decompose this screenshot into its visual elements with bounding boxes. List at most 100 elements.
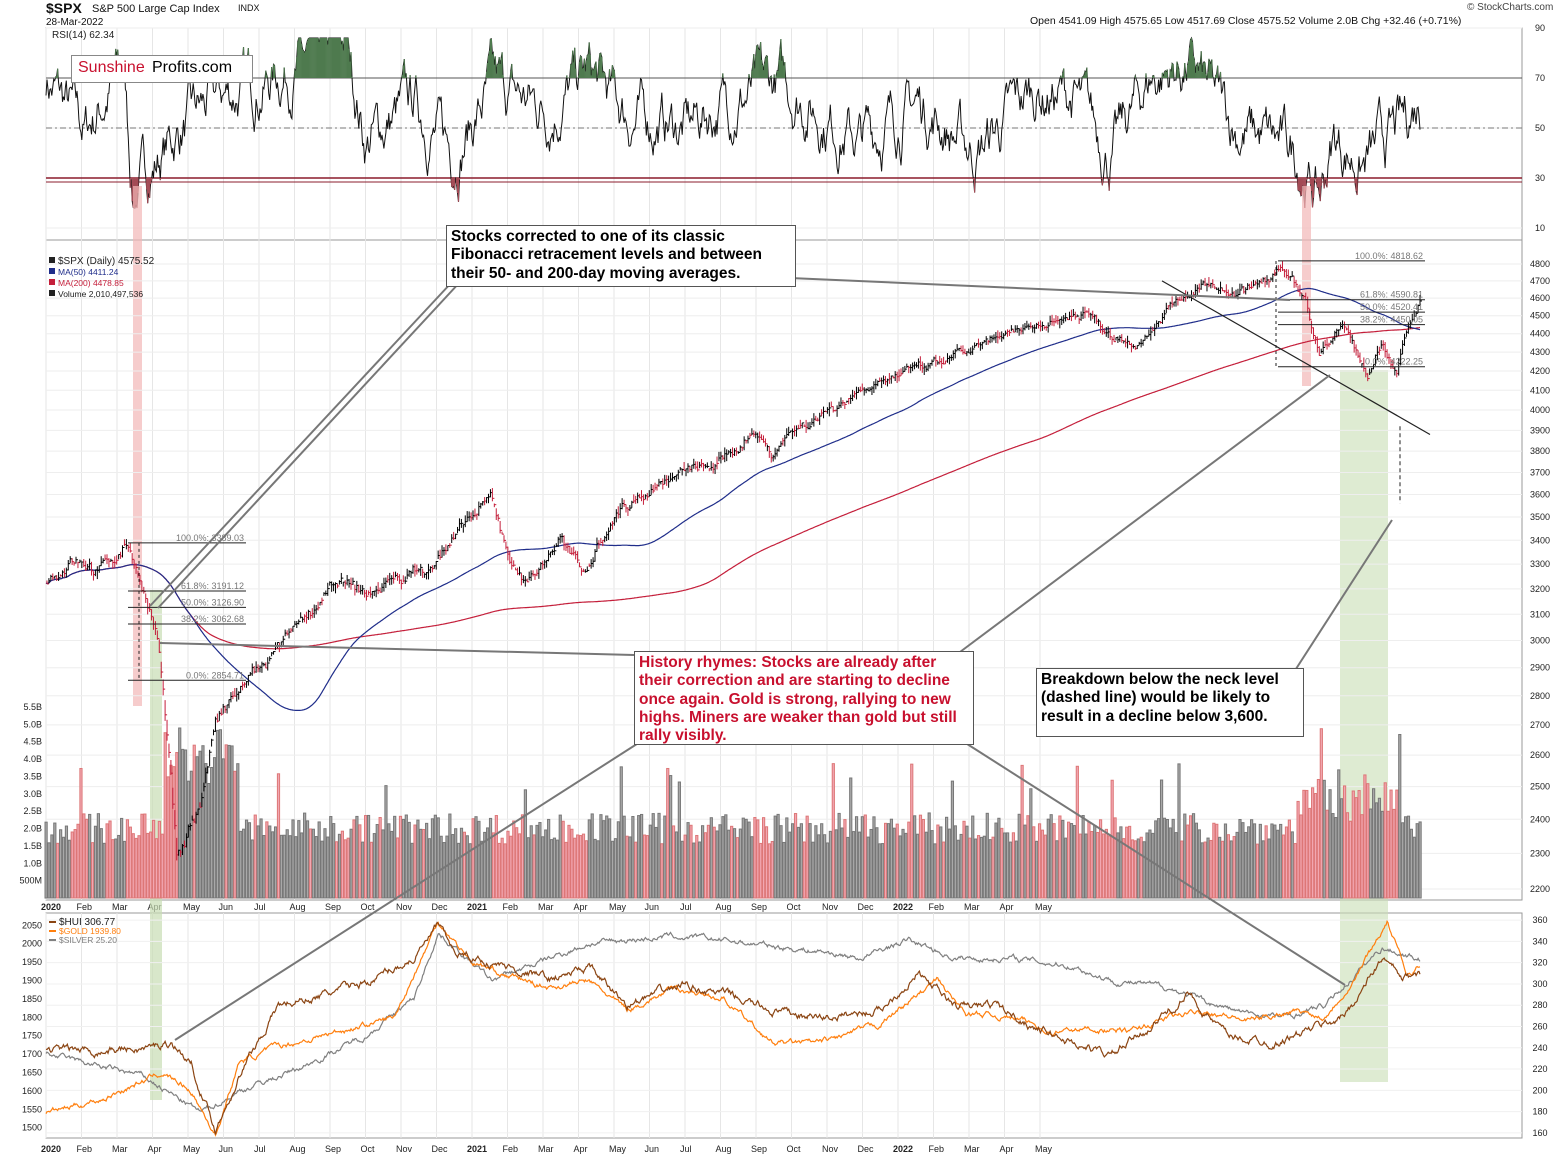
price-y-tick: 3000	[1530, 636, 1550, 646]
volume-bar	[393, 815, 397, 899]
month-tick-label: Dec	[858, 1144, 875, 1154]
volume-bar	[413, 824, 417, 899]
volume-bar	[988, 839, 992, 899]
history-callout-pointer	[159, 642, 635, 656]
volume-bar	[1372, 788, 1376, 899]
price-y-tick: 2900	[1530, 663, 1550, 673]
volume-bar	[64, 825, 69, 899]
volume-bar	[61, 836, 66, 899]
month-tick-label: 2021	[467, 902, 487, 912]
volume-bar	[608, 818, 612, 899]
volume-bar	[683, 834, 687, 899]
volume-bar	[686, 822, 690, 899]
month-tick-label: Mar	[112, 902, 128, 912]
month-tick-label: Aug	[716, 1144, 732, 1154]
metals-legend-text: $SILVER 25.20	[59, 935, 117, 945]
volume-bar	[1008, 841, 1013, 899]
fib-callout-pointer	[157, 281, 461, 609]
month-tick-label: Jun	[645, 1144, 660, 1154]
volume-bar	[979, 836, 984, 899]
volume-bar	[776, 813, 780, 899]
volume-bar	[1139, 836, 1143, 899]
volume-bar	[796, 826, 801, 899]
volume-bar	[1290, 831, 1294, 899]
volume-bar	[308, 828, 313, 899]
metals-left-tick: 1850	[22, 994, 42, 1004]
volume-bar	[404, 814, 408, 899]
volume-bar	[942, 841, 946, 899]
volume-bar	[259, 818, 263, 899]
price-y-tick: 4600	[1530, 293, 1550, 303]
metals-left-tick: 1800	[22, 1012, 42, 1022]
volume-bar	[311, 828, 315, 899]
month-tick-label: Jun	[219, 1144, 234, 1154]
volume-bar	[950, 780, 955, 899]
volume-bar	[547, 818, 551, 899]
price-y-tick: 4400	[1530, 329, 1550, 339]
volume-bar	[910, 763, 914, 899]
volume-bar	[866, 836, 870, 899]
volume-bar	[387, 823, 391, 899]
volume-bar	[1374, 802, 1379, 899]
volume-bar	[857, 831, 862, 899]
rsi-legend: RSI(14) 62.34	[52, 30, 115, 41]
volume-bar	[459, 827, 464, 899]
fibonacci-label-2020: 38.2%: 3062.68	[181, 614, 244, 624]
volume-bar	[1281, 834, 1286, 899]
month-tick-label: Nov	[396, 1144, 413, 1154]
price-legend-swatch	[49, 257, 55, 263]
volume-bar	[936, 824, 940, 899]
volume-bar	[1128, 825, 1132, 899]
volume-bar	[1316, 778, 1321, 899]
volume-bar	[1003, 832, 1007, 899]
volume-bar	[642, 834, 647, 899]
volume-bar	[718, 824, 722, 899]
volume-bar	[1395, 789, 1399, 899]
volume-bar	[1235, 831, 1239, 899]
volume-bar	[915, 833, 920, 899]
volume-bar	[907, 821, 911, 899]
breakdown-callout: Breakdown below the neck level (dashed l…	[1036, 668, 1304, 737]
volume-y-tick: 2.5B	[23, 806, 42, 816]
month-tick-label: Mar	[112, 1144, 128, 1154]
sunshine-profits-logo: Sunshine Profits.com	[71, 55, 253, 83]
rsi-y-tick: 30	[1535, 173, 1545, 183]
volume-bar	[1084, 833, 1088, 899]
volume-bar	[1104, 828, 1108, 899]
volume-bar	[44, 821, 48, 899]
month-tick-label: 2021	[467, 1144, 487, 1154]
volume-bar	[462, 831, 467, 899]
gold-line	[45, 919, 1421, 1137]
volume-bar	[692, 842, 696, 899]
volume-bar	[1220, 840, 1225, 899]
volume-bar	[1023, 824, 1027, 899]
month-tick-label: Mar	[964, 1144, 980, 1154]
volume-bar	[157, 820, 161, 899]
volume-bar	[207, 782, 211, 899]
price-y-tick: 2300	[1530, 848, 1550, 858]
volume-bar	[1261, 840, 1265, 899]
volume-y-tick: 3.5B	[23, 771, 42, 781]
volume-bar	[1125, 826, 1129, 899]
volume-bar	[561, 820, 565, 899]
metals-right-tick: 320	[1532, 958, 1547, 968]
volume-bar	[480, 840, 484, 899]
volume-bar	[279, 834, 283, 899]
volume-bar	[1072, 825, 1077, 899]
volume-bar	[689, 824, 693, 899]
metals-left-tick: 1500	[22, 1123, 42, 1133]
volume-bar	[375, 824, 379, 899]
volume-bar	[837, 812, 841, 899]
volume-bar	[724, 814, 728, 899]
volume-bar	[700, 825, 705, 899]
volume-bar	[1154, 820, 1158, 899]
volume-bar	[1357, 790, 1361, 899]
volume-bar	[517, 833, 522, 899]
month-tick-label: 2022	[893, 902, 913, 912]
volume-bar	[1093, 824, 1097, 899]
volume-bar	[1194, 822, 1199, 899]
volume-bar	[849, 777, 853, 899]
volume-bar	[1200, 842, 1204, 899]
volume-bar	[183, 749, 188, 899]
volume-bar	[1383, 782, 1387, 899]
